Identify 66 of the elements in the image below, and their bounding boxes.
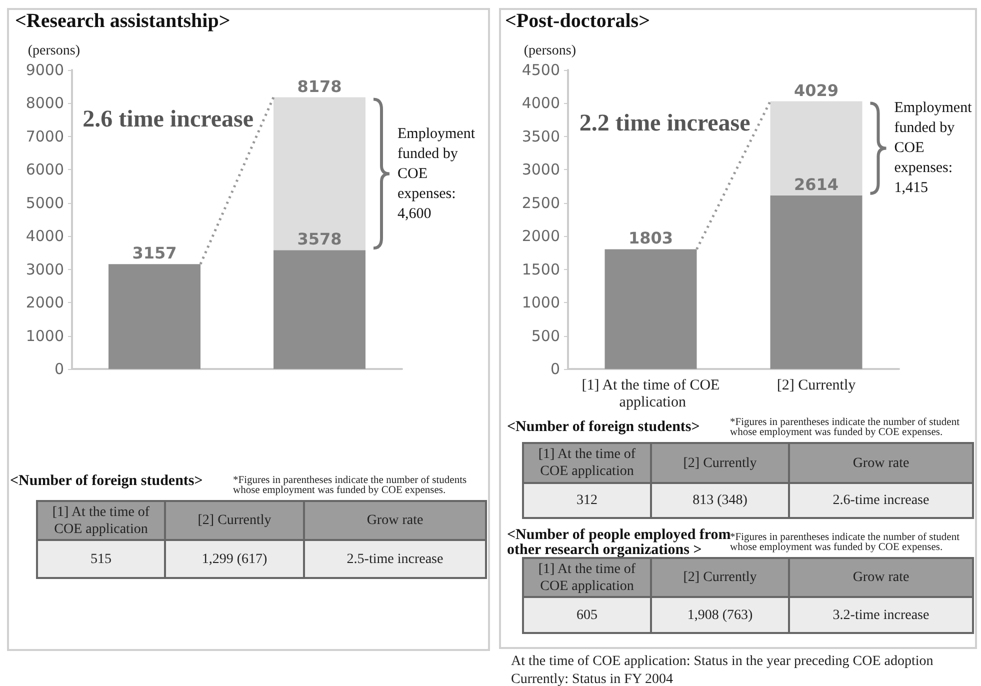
category-label: [2] Currently	[651, 558, 789, 597]
y-tick-label: 4000	[26, 227, 64, 246]
text: 515	[90, 552, 112, 566]
annotation: 2.2 time increase	[579, 110, 751, 136]
data-label: 3578	[297, 230, 342, 249]
y-tick-label: 5000	[26, 194, 64, 212]
annotation: 2.6 time increase	[82, 106, 254, 132]
text: 312	[576, 493, 598, 508]
text: <Number of foreign students>	[10, 473, 203, 489]
y-tick-label: 2500	[522, 194, 560, 212]
y-tick-label: 4500	[522, 61, 560, 79]
chart-title: <Research assistantship>	[15, 10, 230, 32]
data-label: 1803	[628, 228, 674, 248]
text: 813 (348)	[692, 493, 748, 508]
y-tick-label: 1000	[522, 294, 560, 312]
y-tick-label: 1000	[26, 326, 64, 345]
y-tick-label: 4000	[522, 94, 560, 112]
y-tick-label: 0	[550, 360, 560, 378]
chart-title: <Post-doctorals>	[505, 10, 650, 32]
y-tick-label: 2000	[522, 227, 560, 246]
text: *Figures in parentheses indicate the number of students whose employment was funded by COE expenses.	[233, 475, 468, 496]
category-label: [1] At the time of COE application	[523, 443, 651, 483]
category-label: [2] Currently	[651, 443, 789, 483]
bar	[604, 249, 697, 369]
y-axis-title: (persons)	[28, 44, 80, 58]
y-tick-label: 8000	[26, 94, 64, 112]
category-label: [1] At the time of COE application	[37, 501, 165, 540]
text: 3.2-time increase	[832, 608, 930, 622]
text: <Number of foreign students>	[507, 419, 700, 435]
text: 2.6-time increase	[832, 493, 930, 508]
bar	[274, 97, 366, 250]
category-label: Grow rate	[789, 558, 973, 597]
bar	[770, 195, 862, 369]
text: 1,299 (617)	[202, 552, 268, 566]
text: <Number of people employed from other research organizations >	[507, 527, 731, 558]
annotation: Employment funded by COE expenses: 1,415	[894, 99, 973, 198]
y-tick-label: 3000	[522, 160, 560, 179]
category-label: [2] Currently	[165, 501, 304, 540]
y-tick-label: 1500	[522, 260, 560, 278]
text: 1,908 (763)	[687, 608, 753, 622]
y-axis-title: (persons)	[524, 44, 576, 58]
data-label: 3157	[132, 244, 177, 263]
total-label: 4029	[794, 80, 839, 100]
y-tick-label: 500	[531, 326, 560, 345]
text: 2.5-time increase	[346, 552, 444, 566]
y-tick-label: 9000	[26, 61, 64, 79]
annotation: Employment funded by COE expenses: 4,600	[398, 124, 476, 224]
text: At the time of COE application: Status in the year preceding COE adoption	[511, 653, 934, 671]
category-label: Grow rate	[789, 443, 973, 483]
data-label: 2614	[794, 174, 839, 194]
y-tick-label: 6000	[26, 160, 64, 179]
y-tick-label: 0	[54, 360, 64, 378]
y-tick-label: 2000	[26, 294, 64, 312]
category-label: Grow rate	[304, 501, 486, 540]
bar	[274, 250, 366, 369]
y-tick-label: 3000	[26, 260, 64, 278]
y-tick-label: 3500	[522, 127, 560, 146]
total-label: 8178	[297, 76, 342, 96]
category-label: [1] At the time of COE application	[523, 558, 651, 597]
y-tick-label: 7000	[26, 127, 64, 146]
text: 605	[576, 608, 598, 622]
bar	[770, 101, 862, 196]
text: *Figures in parentheses indicate the number of student whose employment was funded by COE expenses.	[730, 417, 960, 438]
bar	[108, 264, 200, 369]
text: Currently: Status in FY 2004	[511, 671, 674, 686]
text: *Figures in parentheses indicate the number of student whose employment was funded by COE expenses.	[730, 532, 960, 553]
